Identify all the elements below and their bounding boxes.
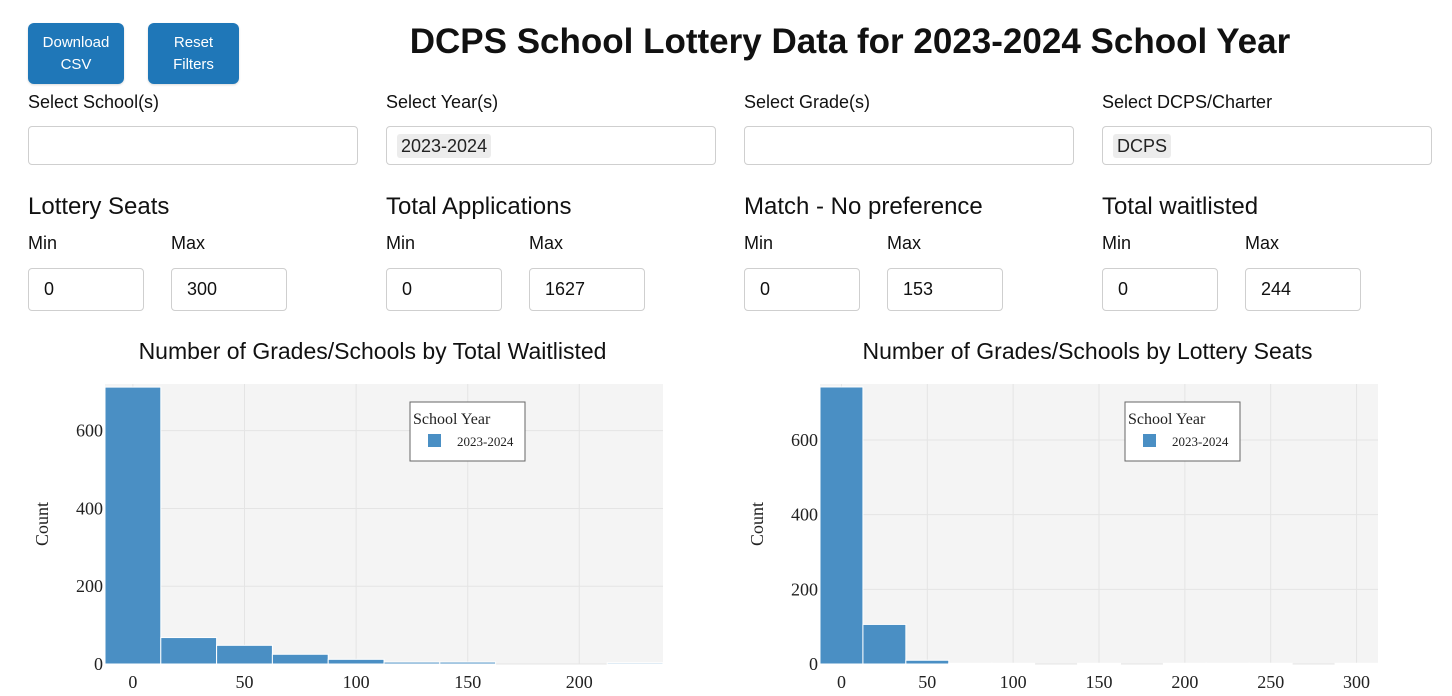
histogram-bar <box>104 386 162 665</box>
match-no-preference-heading: Match - No preference <box>744 193 983 220</box>
x-tick-label: 100 <box>343 672 370 692</box>
y-tick-label: 200 <box>76 576 103 596</box>
legend-swatch <box>428 434 441 447</box>
x-tick-label: 50 <box>236 672 254 692</box>
histogram-bar <box>1334 662 1379 665</box>
dcps-charter-selected-chip[interactable]: DCPS <box>1113 134 1172 158</box>
histogram-bar <box>439 661 497 665</box>
y-tick-label: 0 <box>94 654 103 674</box>
x-tick-label: 50 <box>918 672 936 692</box>
total-applications-max-label: Max <box>529 233 564 253</box>
histogram-bar <box>1205 662 1250 665</box>
waitlisted-histogram: 0 50 100 150 200 0 200 400 600 Count School Year 20… <box>32 384 664 692</box>
year-filter-label: Select Year(s) <box>386 92 499 112</box>
histogram-bar <box>327 658 385 665</box>
histogram-bar <box>160 637 218 665</box>
histogram-bar <box>1162 662 1207 665</box>
y-tick-label: 600 <box>76 421 103 441</box>
total-waitlisted-max-input[interactable]: 244 <box>1245 268 1361 311</box>
total-applications-max-input[interactable]: 1627 <box>529 268 645 311</box>
x-tick-label: 300 <box>1343 672 1370 692</box>
histogram-bar <box>271 653 329 665</box>
grade-filter-label: Select Grade(s) <box>744 92 871 112</box>
total-applications-min-input[interactable]: 0 <box>386 268 502 311</box>
total-waitlisted-min-label: Min <box>1102 233 1132 253</box>
histogram-bar <box>606 662 664 665</box>
match-no-preference-max-input[interactable]: 153 <box>887 268 1003 311</box>
grade-select[interactable] <box>744 126 1074 165</box>
x-tick-label: 200 <box>566 672 593 692</box>
legend-title: School Year <box>413 411 491 428</box>
legend-swatch <box>1143 434 1156 447</box>
dcps-charter-filter-label: Select DCPS/Charter <box>1102 92 1273 112</box>
lottery-seats-chart-title: Number of Grades/Schools by Lottery Seat… <box>862 338 1313 364</box>
year-selected-chip[interactable]: 2023-2024 <box>397 134 492 158</box>
legend-entry: 2023-2024 <box>457 434 514 449</box>
histogram-bar <box>383 661 441 665</box>
y-tick-label: 400 <box>791 505 818 525</box>
total-applications-heading: Total Applications <box>386 193 572 220</box>
dcps-charter-select[interactable]: DCPS <box>1102 126 1432 165</box>
school-filter-label: Select School(s) <box>28 92 160 112</box>
y-axis-label: Count <box>747 502 767 546</box>
legend-title: School Year <box>1128 411 1206 428</box>
lottery-seats-min-input[interactable]: 0 <box>28 268 144 311</box>
x-tick-label: 200 <box>1171 672 1198 692</box>
lottery-seats-min-label: Min <box>28 233 58 253</box>
y-axis-label: Count <box>32 502 52 546</box>
total-waitlisted-max-label: Max <box>1245 233 1280 253</box>
school-select[interactable] <box>28 126 358 165</box>
total-waitlisted-min-input[interactable]: 0 <box>1102 268 1218 311</box>
lottery-seats-max-input[interactable]: 300 <box>171 268 287 311</box>
lottery-seats-histogram: 0 50 100 150 200 250 300 0 200 400 600 Count School … <box>747 384 1379 692</box>
reset-filters-button[interactable]: Reset Filters <box>148 23 239 84</box>
x-tick-label: 0 <box>128 672 137 692</box>
y-tick-label: 0 <box>809 654 818 674</box>
download-csv-button[interactable]: Download CSV <box>28 23 124 84</box>
x-tick-label: 150 <box>454 672 481 692</box>
histogram-bar <box>862 623 907 665</box>
legend-box <box>1124 401 1241 462</box>
histogram-bar <box>948 662 993 665</box>
y-tick-label: 400 <box>76 498 103 518</box>
histogram-bar <box>1248 662 1293 665</box>
match-no-preference-min-label: Min <box>744 233 774 253</box>
histogram-bar <box>819 386 864 665</box>
match-no-preference-max-label: Max <box>887 233 922 253</box>
histogram-bar <box>991 662 1036 665</box>
x-tick-label: 0 <box>837 672 846 692</box>
histogram-bar <box>216 644 273 665</box>
y-tick-label: 600 <box>791 430 818 450</box>
legend-entry: 2023-2024 <box>1172 434 1229 449</box>
total-waitlisted-heading: Total waitlisted <box>1102 193 1259 220</box>
waitlisted-chart-title: Number of Grades/Schools by Total Waitli… <box>138 338 607 364</box>
page-title: DCPS School Lottery Data for 2023-2024 S… <box>409 22 1291 61</box>
x-tick-label: 100 <box>1000 672 1027 692</box>
year-select[interactable]: 2023-2024 <box>386 126 716 165</box>
legend-box <box>409 401 526 462</box>
x-tick-label: 150 <box>1086 672 1113 692</box>
histogram-bar <box>1077 662 1121 665</box>
histogram-bar <box>905 659 950 665</box>
total-applications-min-label: Min <box>386 233 416 253</box>
x-tick-label: 250 <box>1257 672 1284 692</box>
lottery-seats-max-label: Max <box>171 233 206 253</box>
lottery-seats-heading: Lottery Seats <box>28 193 170 220</box>
y-tick-label: 200 <box>791 579 818 599</box>
match-no-preference-min-input[interactable]: 0 <box>744 268 860 311</box>
